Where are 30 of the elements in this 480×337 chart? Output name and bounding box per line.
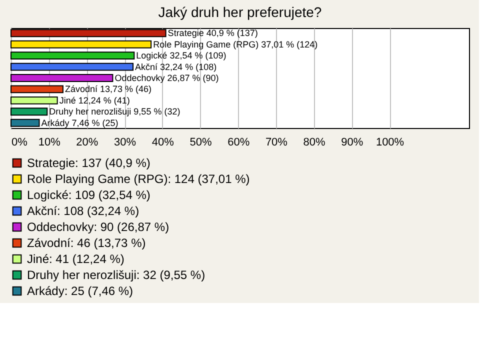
- x-tick-label: 0%: [12, 136, 28, 148]
- category-label: Akční 32,24 % (108): [135, 62, 217, 72]
- x-tick-label: 60%: [228, 136, 250, 148]
- legend-label: Arkády: 25 (7,46 %): [27, 284, 134, 298]
- x-tick-label: 50%: [190, 136, 212, 148]
- x-tick-label: 30%: [114, 136, 136, 148]
- x-tick-label: 20%: [76, 136, 98, 148]
- chart-title: Jaký druh her preferujete?: [158, 4, 322, 20]
- category-label: Jiné 12,24 % (41): [59, 95, 130, 106]
- category-label: Druhy her nerozlišuji 9,55 % (32): [49, 106, 180, 117]
- category-label: Oddechovky 26,87 % (90): [114, 73, 219, 83]
- x-tick-label: 90%: [341, 136, 364, 148]
- x-tick-label: 100%: [376, 136, 404, 148]
- legend-label: Oddechovky: 90 (26,87 %): [27, 220, 170, 234]
- legend-label: Akční: 108 (32,24 %): [27, 204, 140, 218]
- category-label: Logické 32,54 % (109): [136, 50, 226, 61]
- category-label: Strategie 40,9 % (137): [168, 28, 258, 38]
- legend-label: Druhy her nerozlišuji: 32 (9,55 %): [27, 268, 206, 282]
- legend-label: Strategie: 137 (40,9 %): [27, 156, 150, 170]
- category-label: Závodní 13,73 % (46): [64, 84, 152, 94]
- legend-label: Závodní: 46 (13,73 %): [27, 236, 146, 250]
- category-label: Arkády 7,46 % (25): [41, 118, 118, 128]
- x-tick-label: 70%: [265, 136, 288, 148]
- legend-label: Role Playing Game (RPG): 124 (37,01 %): [27, 172, 250, 186]
- legend-label: Jiné: 41 (12,24 %): [27, 252, 124, 266]
- category-label: Role Playing Game (RPG) 37,01 % (124): [153, 39, 318, 50]
- legend-label: Logické: 109 (32,54 %): [27, 188, 150, 202]
- x-tick-label: 10%: [38, 136, 61, 148]
- x-tick-label: 80%: [303, 136, 326, 148]
- x-tick-label: 40%: [152, 136, 174, 148]
